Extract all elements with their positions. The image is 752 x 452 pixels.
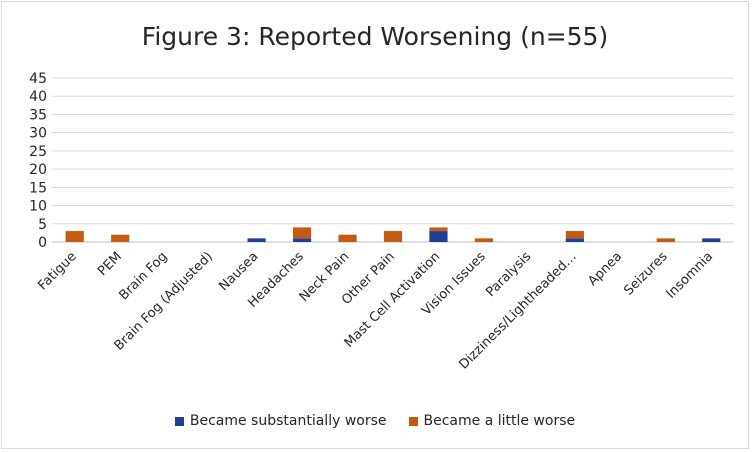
bar-segment-substantially-worse (247, 238, 266, 242)
bar-segment-little-worse (292, 227, 312, 239)
x-category-label: Insomnia (664, 249, 717, 302)
bar-segment-little-worse (65, 231, 84, 242)
bar-segment-little-worse (429, 227, 448, 232)
y-tick-label: 20 (29, 162, 47, 178)
legend-swatch-substantially-worse (174, 416, 184, 426)
y-tick-label: 5 (38, 217, 47, 233)
y-tick-label: 10 (29, 199, 47, 215)
bar-segment-substantially-worse (292, 238, 312, 242)
bar-segment-little-worse (338, 234, 357, 242)
y-tick-label: 30 (29, 126, 47, 142)
y-tick-label: 45 (29, 71, 47, 87)
y-tick-label: 15 (29, 180, 47, 196)
legend-item-little-worse: Became a little worse (408, 413, 576, 429)
bar-segment-substantially-worse (429, 231, 448, 242)
bar-segment-little-worse (111, 234, 130, 242)
bar-segment-little-worse (656, 238, 675, 242)
bar-segment-substantially-worse (565, 238, 584, 242)
y-tick-label: 25 (29, 144, 47, 160)
x-category-label: Nausea (216, 249, 261, 294)
legend-label-substantially-worse: Became substantially worse (189, 413, 387, 429)
bar-segment-little-worse (565, 231, 584, 239)
legend-item-substantially-worse: Became substantially worse (174, 413, 387, 429)
y-tick-label: 35 (29, 107, 47, 123)
legend-label-little-worse: Became a little worse (423, 413, 576, 429)
chart-legend: Became substantially worse Became a litt… (2, 413, 748, 429)
bar-segment-little-worse (474, 238, 494, 242)
chart-title: Figure 3: Reported Worsening (n=55) (141, 22, 609, 51)
x-category-label: Apnea (585, 249, 625, 289)
y-tick-label: 0 (38, 235, 47, 251)
x-category-label: Fatigue (35, 249, 79, 293)
legend-swatch-little-worse (408, 416, 418, 426)
y-tick-label: 40 (29, 89, 47, 105)
bar-segment-substantially-worse (702, 238, 721, 242)
bar-segment-little-worse (383, 231, 403, 242)
x-category-label: PEM (95, 249, 125, 279)
